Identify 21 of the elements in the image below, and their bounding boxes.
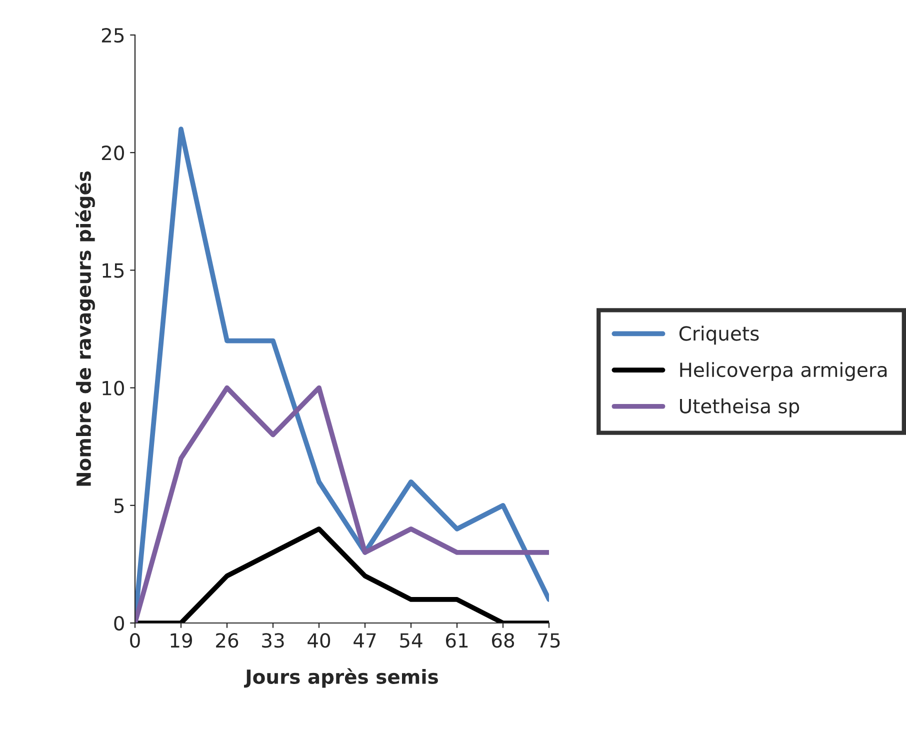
legend-label: Utetheisa sp [680,398,800,418]
x-tick-label: 75 [538,633,560,648]
x-tick-label: 47 [354,633,376,648]
y-tick-label: 0 [114,616,124,631]
y-tick-label: 15 [102,263,124,278]
x-tick-label: 33 [262,633,284,648]
x-axis-title: Jours après semis [244,668,438,688]
y-axis-title: Nombre de ravageurs piégés [75,171,95,486]
legend-label: Criquets [679,326,759,345]
x-tick-label: 54 [400,633,422,648]
x-tick-label: 68 [492,633,514,648]
y-tick-label: 25 [102,28,124,43]
x-tick-label: 26 [216,633,238,648]
x-tick-label: 19 [170,633,192,648]
legend-label: Helicoverpa armigera [680,362,887,381]
x-tick-label: 0 [130,633,140,648]
x-tick-label: 40 [308,633,330,648]
y-tick-label: 5 [114,498,124,514]
y-tick-label: 20 [102,146,124,160]
x-tick-label: 61 [446,633,468,648]
y-tick-label: 10 [102,380,124,396]
